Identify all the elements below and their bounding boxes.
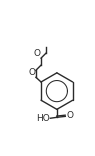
Text: O: O (33, 49, 40, 58)
Text: HO: HO (36, 114, 50, 123)
Text: O: O (67, 111, 74, 120)
Text: O: O (28, 68, 35, 77)
